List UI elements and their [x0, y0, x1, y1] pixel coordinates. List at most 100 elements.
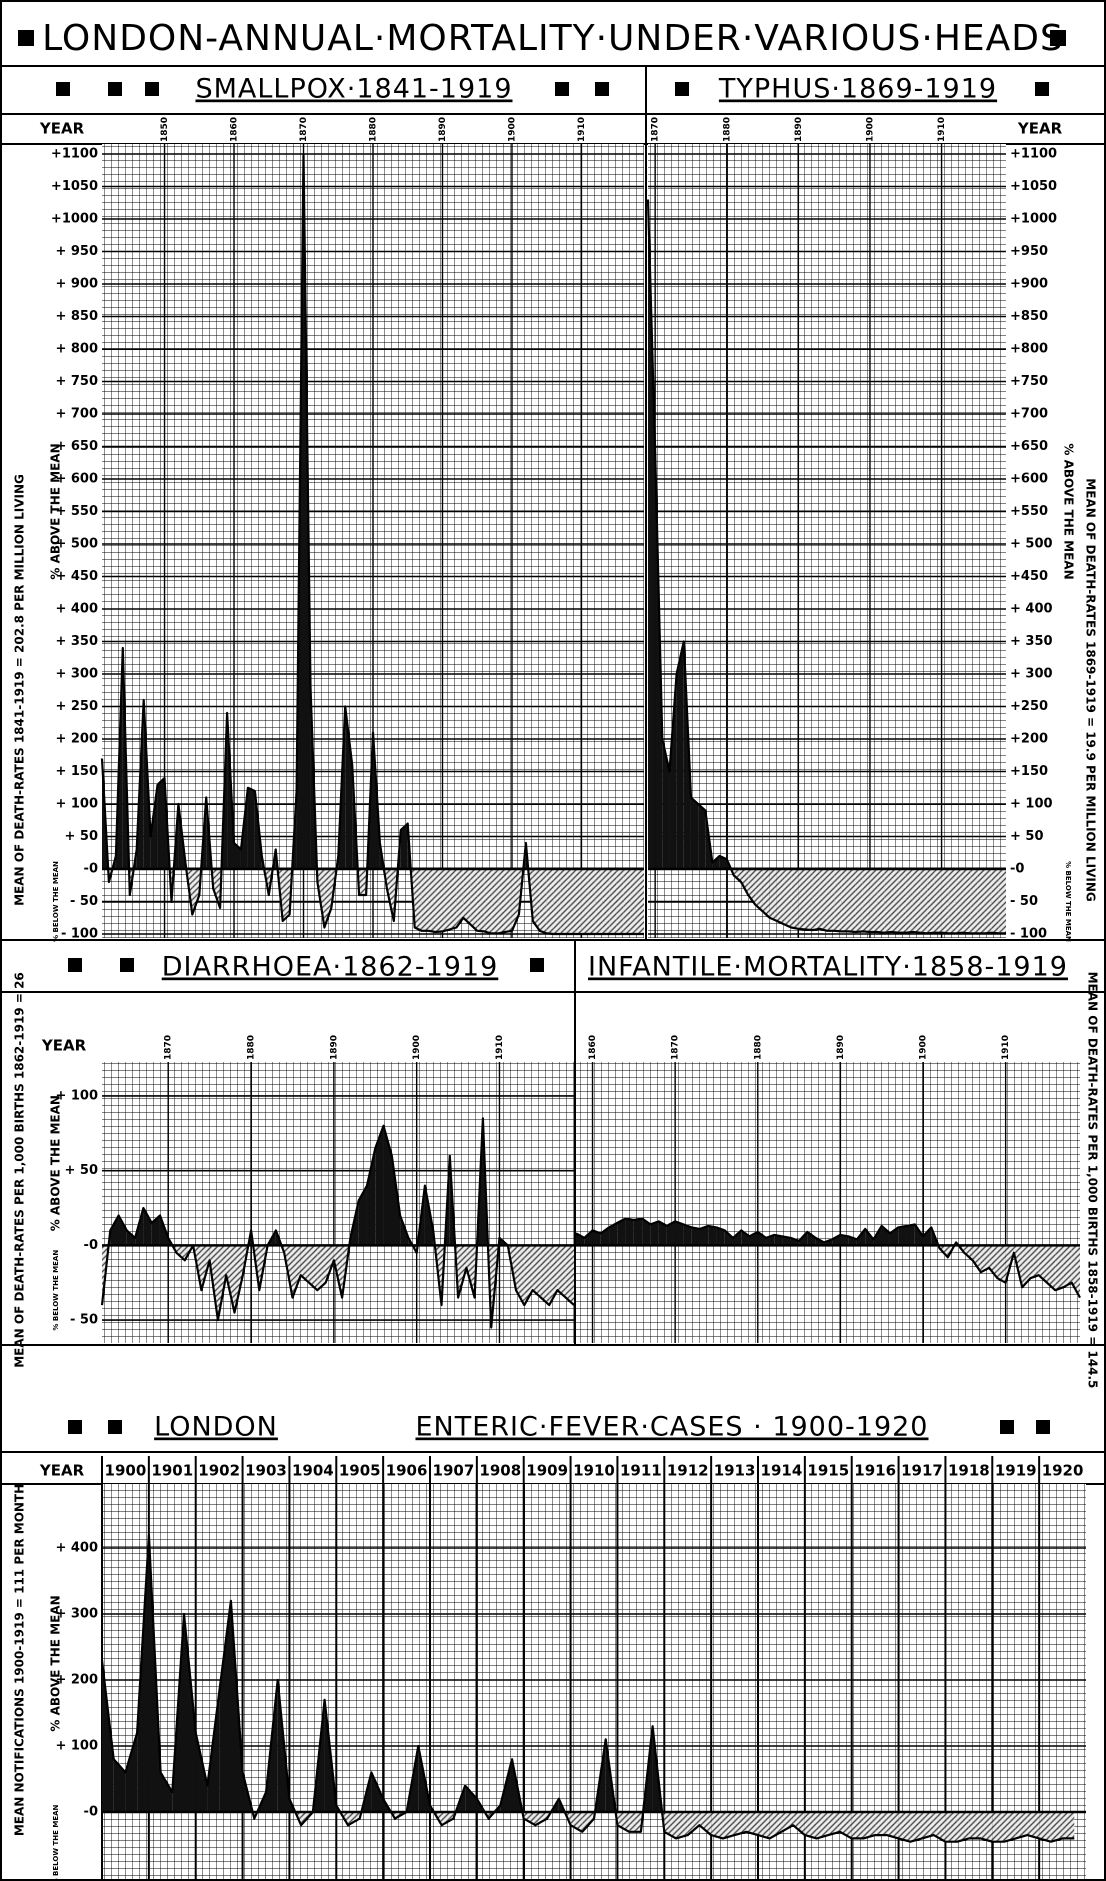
- area-segment: [602, 869, 610, 934]
- area-segment: [213, 869, 221, 908]
- area-segment: [945, 1812, 958, 1842]
- area-segment: [532, 869, 540, 931]
- x-axis-label: YEAR: [1017, 120, 1063, 138]
- area-segment: [1027, 1812, 1040, 1839]
- area-segment: [470, 869, 478, 931]
- x-tick-label: 1900: [507, 117, 517, 142]
- x-tick-label: 1908: [479, 1462, 521, 1480]
- area-segment: [762, 869, 770, 918]
- area-segment: [933, 1812, 946, 1842]
- x-tick-label: 1904: [292, 1462, 334, 1480]
- area-segment: [421, 869, 429, 931]
- area-segment: [834, 869, 842, 932]
- area-segment: [637, 869, 644, 934]
- y-tick-label: + 300: [55, 667, 98, 682]
- area-segment: [848, 869, 856, 933]
- area-segment: [898, 869, 906, 933]
- ornament: [56, 82, 70, 96]
- area-segment: [784, 869, 792, 928]
- ornament: [145, 82, 159, 96]
- y-tick-label: + 850: [55, 309, 98, 324]
- area-segment: [565, 1245, 574, 1306]
- y-tick-label: +900: [1010, 277, 1048, 292]
- area-segment: [755, 869, 763, 912]
- x-tick-label: 1917: [901, 1462, 943, 1480]
- area-segment: [920, 869, 928, 934]
- area-segment: [532, 1245, 541, 1298]
- area-segment: [676, 1812, 688, 1839]
- y-tick-label: + 350: [1010, 634, 1053, 649]
- area-segment: [957, 1812, 969, 1842]
- y-tick-label: +150: [1010, 764, 1048, 779]
- area-segment: [595, 869, 603, 934]
- y-tick-label: + 50: [64, 1163, 98, 1178]
- ornament: [675, 82, 689, 96]
- area-segment: [234, 1245, 243, 1313]
- area-segment: [609, 1222, 618, 1246]
- area-segment: [309, 1245, 318, 1291]
- page-title: LONDON-ANNUAL·MORTALITY·UNDER·VARIOUS·HE…: [42, 18, 1064, 59]
- series-line: [100, 1117, 575, 1329]
- area-segment: [584, 1230, 593, 1246]
- area-segment: [905, 869, 913, 933]
- area-segment: [955, 869, 964, 934]
- x-tick-label: 1870: [651, 117, 661, 142]
- area-segment: [192, 869, 200, 915]
- area-segment: [1050, 1812, 1063, 1842]
- x-tick-label: 1880: [753, 1035, 763, 1060]
- area-segment: [980, 1245, 990, 1273]
- area-segment: [540, 1245, 550, 1306]
- area-segment: [449, 869, 457, 930]
- x-tick-label: 1880: [247, 1035, 257, 1060]
- x-tick-label: 1909: [526, 1462, 568, 1480]
- y-tick-label: + 450: [55, 569, 98, 584]
- area-segment: [371, 1772, 384, 1812]
- y-tick-label: + 50: [64, 829, 98, 844]
- x-tick-label: 1900: [412, 1035, 422, 1060]
- area-segment: [642, 1218, 651, 1246]
- area-segment: [658, 1221, 667, 1246]
- area-segment: [518, 843, 526, 915]
- area-segment: [292, 1245, 301, 1298]
- area-segment: [769, 869, 777, 921]
- area-segment: [463, 869, 471, 925]
- x-tick-label: 1905: [339, 1462, 381, 1480]
- area-segment: [716, 1227, 725, 1246]
- area-segment: [609, 869, 617, 934]
- area-segment: [676, 641, 684, 869]
- y-tick-label: + 100: [1010, 797, 1053, 812]
- area-segment: [875, 1812, 887, 1836]
- x-axis-label: YEAR: [39, 120, 85, 138]
- area-segment: [477, 869, 485, 932]
- area-segment: [798, 869, 806, 930]
- area-segment: [881, 1225, 890, 1246]
- y-tick-label: +850: [1010, 309, 1048, 324]
- area-segment: [662, 739, 670, 869]
- y-tick-label: + 200: [55, 732, 98, 747]
- area-segment: [358, 1185, 367, 1246]
- area-segment: [102, 1660, 114, 1812]
- x-tick-label: 1913: [714, 1462, 756, 1480]
- area-segment: [442, 869, 450, 932]
- y-tick-label: +750: [1010, 374, 1048, 389]
- area-segment: [691, 1227, 700, 1246]
- area-segment: [906, 1224, 915, 1246]
- area-segment: [781, 1812, 794, 1832]
- x-tick-label: 1911: [620, 1462, 662, 1480]
- y-tick-label: +600: [1010, 472, 1048, 487]
- area-segment: [992, 1812, 1004, 1842]
- area-segment: [345, 706, 353, 869]
- area-segment: [1004, 1812, 1016, 1842]
- area-segment: [910, 1812, 922, 1842]
- area-segment: [1022, 1245, 1031, 1288]
- area-segment: [366, 1148, 376, 1246]
- area-segment: [1030, 1245, 1039, 1279]
- area-segment: [819, 869, 827, 931]
- area-segment: [922, 1812, 934, 1839]
- area-segment: [184, 1614, 196, 1812]
- area-segment: [118, 1215, 127, 1246]
- area-segment: [898, 1225, 907, 1246]
- x-tick-label: 1890: [794, 117, 804, 142]
- series-line: [100, 152, 644, 936]
- area-segment: [805, 869, 813, 931]
